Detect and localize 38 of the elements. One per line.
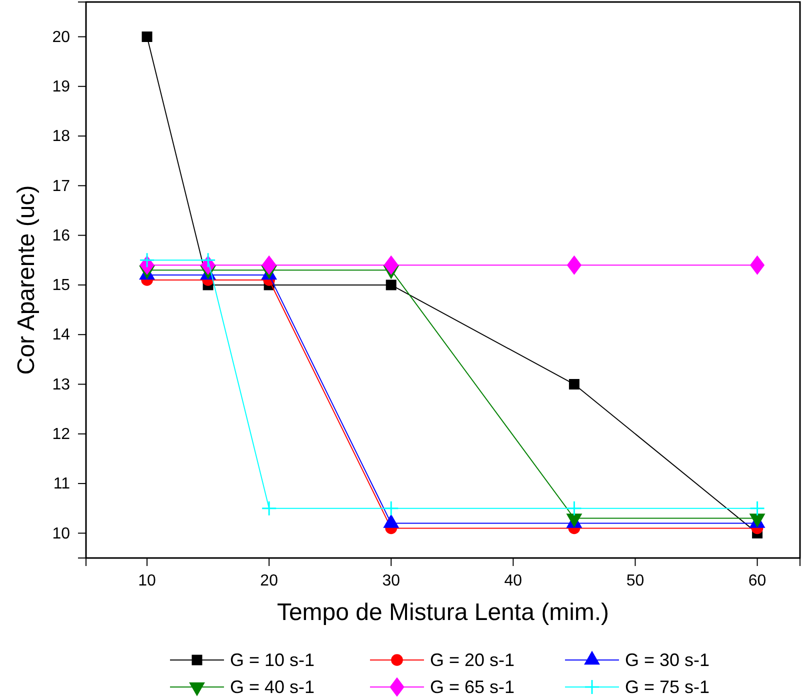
legend-label: G = 40 s-1	[230, 677, 315, 697]
point	[262, 255, 276, 275]
point	[139, 252, 155, 268]
y-tick-label: 15	[52, 277, 70, 294]
y-tick-label: 13	[52, 376, 70, 394]
x-tick-label: 40	[504, 572, 522, 590]
y-tick-label: 14	[52, 326, 70, 344]
point	[261, 500, 277, 516]
x-tick-label: 60	[748, 572, 766, 590]
legend-label: G = 75 s-1	[625, 677, 710, 697]
y-tick-label: 18	[52, 128, 70, 146]
y-tick-label: 10	[52, 525, 70, 542]
y-tick-label: 20	[52, 28, 70, 46]
point	[200, 252, 216, 268]
y-tick-label: 19	[52, 78, 70, 96]
y-tick-label: 17	[52, 178, 70, 195]
point	[566, 255, 582, 275]
y-tick-label: 11	[53, 476, 70, 493]
point	[566, 500, 582, 516]
point	[750, 500, 766, 516]
x-tick-label: 20	[260, 572, 278, 590]
point	[383, 500, 399, 516]
point	[142, 32, 152, 42]
point	[750, 255, 765, 275]
x-tick-label: 10	[138, 572, 156, 590]
legend-label: G = 65 s-1	[430, 677, 515, 697]
y-axis-title: Cor Aparente (uc)	[13, 185, 40, 375]
legend-label: G = 30 s-1	[625, 650, 710, 670]
point	[568, 379, 580, 390]
y-tick-label: 16	[52, 227, 70, 244]
legend-label: G = 10 s-1	[230, 650, 315, 670]
point	[384, 255, 398, 275]
x-tick-label: 50	[626, 572, 644, 590]
legend-label: G = 20 s-1	[430, 650, 515, 670]
x-axis-title: Tempo de Mistura Lenta (mim.)	[276, 599, 610, 626]
point	[386, 280, 396, 290]
x-tick-label: 30	[382, 572, 400, 590]
y-tick-label: 12	[52, 426, 70, 444]
